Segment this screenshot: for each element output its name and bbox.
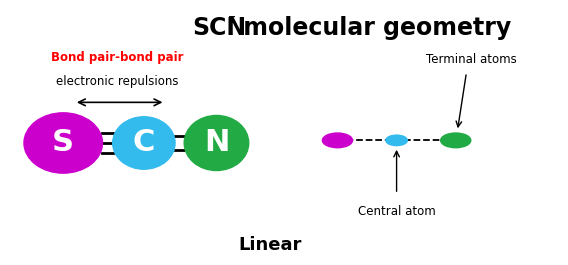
Text: electronic repulsions: electronic repulsions [56,75,178,88]
Text: C: C [133,129,155,157]
Circle shape [386,135,407,145]
Text: N: N [204,129,229,157]
Text: ⁻: ⁻ [228,13,236,28]
Text: Bond pair-bond pair: Bond pair-bond pair [51,51,183,64]
Circle shape [441,133,471,148]
Text: S: S [52,129,74,157]
Ellipse shape [112,117,175,169]
Text: Central atom: Central atom [358,205,436,218]
Ellipse shape [184,116,249,170]
Ellipse shape [24,113,102,173]
Text: molecular geometry: molecular geometry [235,16,512,40]
Text: Linear: Linear [239,236,302,254]
Text: SCN: SCN [192,16,247,40]
Circle shape [323,133,353,148]
Text: Terminal atoms: Terminal atoms [427,52,517,65]
